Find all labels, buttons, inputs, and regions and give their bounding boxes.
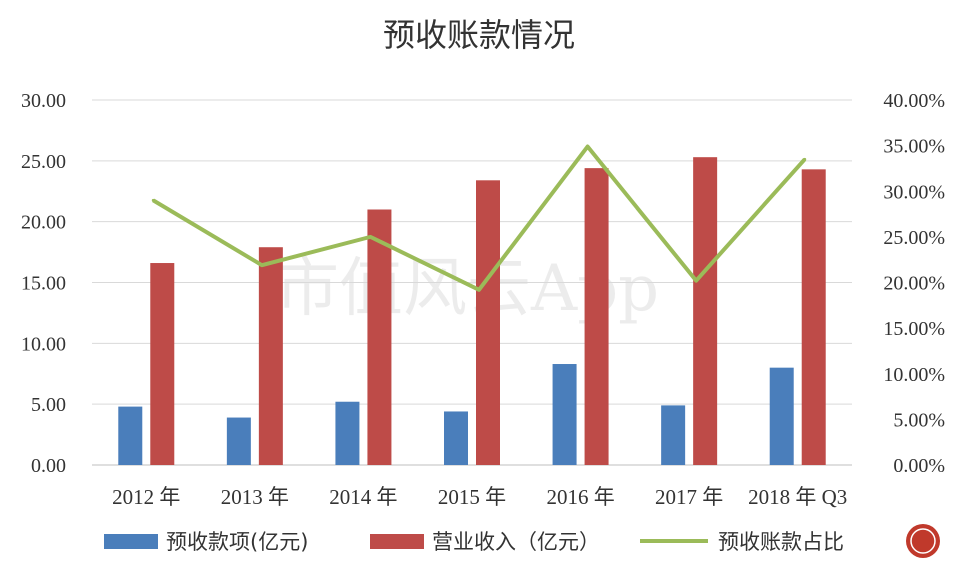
right-tick-label: 10.00% [883, 364, 945, 386]
ratio-point [694, 279, 698, 283]
right-tick-label: 0.00% [893, 455, 945, 477]
x-tick-label: 2017 年 [655, 485, 723, 509]
right-axis-ticks: 0.00% 5.00% 10.00% 15.00% 20.00% 25.00% 30.00%… [883, 90, 945, 477]
ratio-point [803, 157, 807, 161]
ratio-point [477, 288, 481, 292]
bar-advance-receipts [226, 417, 251, 465]
bar-advance-receipts [118, 406, 143, 465]
ratio-line [151, 144, 807, 292]
legend: 预收款项(亿元) 营业收入（亿元） 预收账款占比 [104, 530, 844, 554]
bar-revenue [150, 263, 175, 465]
left-tick-label: 5.00 [31, 394, 66, 416]
ratio-point [368, 235, 372, 239]
logo-stamp-ring [910, 528, 936, 554]
bar-revenue [801, 169, 826, 465]
legend-label: 预收账款占比 [718, 530, 844, 554]
ratio-point [151, 198, 155, 202]
bar-revenue [258, 247, 283, 465]
right-tick-label: 15.00% [883, 318, 945, 340]
bar-advance-receipts [661, 405, 686, 465]
right-tick-label: 25.00% [883, 227, 945, 249]
right-tick-label: 30.00% [883, 181, 945, 203]
bar-revenue [693, 157, 718, 465]
legend-label: 营业收入（亿元） [432, 530, 600, 554]
right-tick-label: 20.00% [883, 273, 945, 295]
right-tick-label: 35.00% [883, 136, 945, 158]
gridlines [92, 99, 852, 466]
bar-advance-receipts [335, 401, 360, 465]
left-tick-label: 30.00 [21, 90, 66, 112]
left-tick-label: 15.00 [21, 273, 66, 295]
legend-swatch [104, 534, 158, 549]
left-axis-ticks: 0.00 5.00 10.00 15.00 20.00 25.00 30.00 [21, 90, 66, 477]
right-tick-label: 40.00% [883, 90, 945, 112]
left-tick-label: 10.00 [21, 333, 66, 355]
bar-revenue [584, 168, 609, 465]
x-tick-label: 2014 年 [329, 485, 397, 509]
bar-advance-receipts [769, 367, 794, 465]
x-tick-label: 2012 年 [112, 485, 180, 509]
x-tick-label: 2015 年 [438, 485, 506, 509]
bar-revenue [476, 180, 500, 466]
chart-title: 预收账款情况 [383, 16, 575, 54]
x-tick-label: 2018 年 Q3 [748, 485, 847, 509]
right-tick-label: 5.00% [893, 409, 945, 431]
x-axis-ticks: 2012 年 2013 年 2014 年 2015 年 2016 年 2017 年 2018… [112, 485, 847, 509]
x-tick-label: 2016 年 [546, 485, 614, 509]
legend-label: 预收款项(亿元) [166, 530, 308, 554]
bars [118, 157, 826, 466]
bar-advance-receipts [444, 411, 468, 465]
x-tick-label: 2013 年 [221, 485, 289, 509]
ratio-point [260, 263, 264, 267]
logo-stamp [906, 524, 940, 558]
ratio-point [586, 145, 590, 149]
legend-swatch [370, 534, 424, 549]
bar-revenue [367, 209, 392, 465]
left-tick-label: 20.00 [21, 212, 66, 234]
bar-advance-receipts [552, 364, 577, 465]
left-tick-label: 0.00 [31, 455, 66, 477]
left-tick-label: 25.00 [21, 151, 66, 173]
